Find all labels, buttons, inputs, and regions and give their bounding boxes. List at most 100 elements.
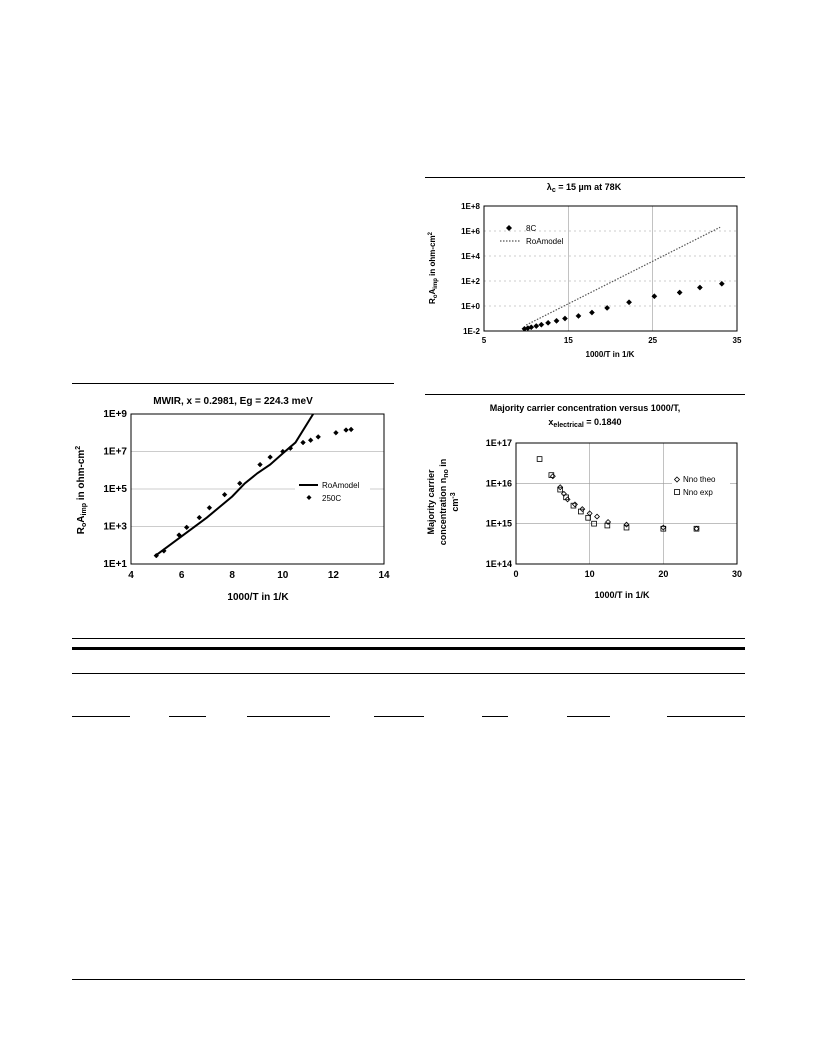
data-point-250c [267, 454, 273, 460]
data-point-250c [161, 548, 167, 554]
series-line-roamodel [525, 226, 721, 326]
data-point-250c [176, 532, 182, 538]
data-point-250c [287, 445, 294, 451]
data-point-nno-exp [548, 472, 555, 478]
data-point-250c [257, 461, 263, 468]
footer-rule [72, 979, 745, 980]
data-point-8c [696, 284, 703, 291]
data-point-nno-exp [557, 486, 563, 493]
data-point-nno-exp [591, 520, 597, 527]
x-tick-label: 30 [732, 569, 742, 579]
y-tick-label: 1E+14 [486, 559, 512, 569]
chart3-gridlines [516, 443, 737, 564]
y-tick-label: 1E+1 [103, 559, 127, 570]
x-tick-label: 20 [658, 569, 668, 579]
x-tick-label: 10 [277, 570, 289, 581]
data-point-nno-exp [536, 456, 543, 462]
table-column-rule [667, 716, 745, 717]
table-column-rule [169, 716, 206, 717]
legend-marker-nno-theo [673, 476, 681, 483]
data-point-nno-theo [579, 506, 586, 513]
chart3-ylabel: Majority carrier concentration nno in cm… [426, 459, 460, 546]
legend-marker-nno-exp [674, 489, 680, 495]
data-point-8c [626, 299, 633, 306]
data-point-250c [196, 514, 203, 521]
x-tick-label: 12 [328, 570, 340, 581]
data-point-nno-theo [660, 524, 667, 531]
chart2-ylabel: RoAimp in ohm-cm2 [75, 446, 88, 535]
data-point-8c [528, 324, 535, 331]
table-rule-thin [72, 638, 745, 639]
chart1-gridlines [484, 206, 737, 331]
legend-label-nno-theo: Nno theo [683, 475, 716, 484]
chart3-ylabel-line3: cm-3 [450, 492, 460, 511]
y-tick-label: 1E+8 [461, 202, 480, 211]
data-point-250c [153, 552, 160, 559]
y-tick-label: 1E+17 [486, 438, 512, 448]
y-tick-label: 1E+5 [103, 484, 127, 495]
data-point-8c [718, 280, 725, 287]
data-point-250c [343, 427, 349, 433]
chart3-ylabel-line1: Majority carrier [426, 469, 436, 535]
legend-label-250c: 250C [322, 494, 341, 503]
data-point-250c [315, 434, 321, 440]
y-tick-label: 1E-2 [463, 327, 480, 336]
chart1-legend: 8C RoAmodel [500, 224, 564, 246]
rule-mid-left [72, 383, 394, 384]
legend-label-roamodel: RoAmodel [322, 481, 360, 490]
legend-marker-8c [506, 225, 512, 231]
x-tick-label: 8 [229, 570, 235, 581]
table-column-rule [374, 716, 424, 717]
chart3-title-line2: xelectrical = 0.1840 [548, 417, 621, 429]
legend-label-nno-exp: Nno exp [683, 488, 713, 497]
data-point-250c [307, 437, 314, 443]
data-point-nno-exp [660, 525, 667, 532]
data-point-nno-theo [571, 501, 578, 508]
data-point-250c [333, 429, 339, 436]
data-point-nno-exp [578, 508, 584, 515]
y-tick-label: 1E+0 [461, 302, 480, 311]
data-point-8c [538, 321, 545, 328]
data-point-8c [575, 312, 582, 319]
chart2-title: MWIR, x = 0.2981, Eg = 224.3 meV [153, 396, 313, 407]
y-tick-label: 1E+2 [461, 277, 480, 286]
data-point-250c [221, 491, 228, 498]
x-tick-label: 4 [128, 570, 134, 581]
chart2-legend-box [295, 477, 370, 507]
chart3-ylabel-line2: concentration nno in [438, 459, 450, 546]
data-point-250c [237, 480, 243, 487]
chart1-title: λc = 15 µm at 78K [547, 182, 622, 194]
chart2-plot-area [130, 413, 385, 565]
legend-marker-250c [306, 495, 312, 500]
chart1-ylabel: RoAimp in ohm-cm2 [428, 231, 439, 304]
data-point-8c [604, 304, 611, 311]
data-point-8c [545, 319, 552, 326]
data-point-8c [676, 289, 683, 296]
data-point-nno-theo [623, 521, 630, 528]
table-rule-thick [72, 647, 745, 650]
legend-label-8c: 8C [526, 224, 536, 233]
data-point-250c [300, 439, 306, 446]
data-point-nno-theo [693, 525, 700, 532]
y-tick-label: 1E+15 [486, 519, 512, 529]
table-column-rule [482, 716, 508, 717]
data-point-nno-exp [693, 525, 700, 532]
data-point-8c [533, 323, 540, 329]
rule-mid-right [425, 394, 745, 395]
x-tick-label: 6 [179, 570, 185, 581]
data-point-nno-exp [585, 514, 591, 521]
x-tick-label: 0 [513, 569, 518, 579]
legend-label-roamodel: RoAmodel [526, 237, 564, 246]
data-point-250c [280, 448, 286, 455]
x-tick-label: 10 [585, 569, 595, 579]
table-rule-bottom [72, 673, 745, 674]
data-point-nno-exp [570, 502, 577, 509]
data-point-nno-theo [564, 496, 571, 503]
y-tick-label: 1E+4 [461, 252, 480, 261]
y-tick-label: 1E+3 [103, 522, 127, 533]
chart3-legend: Nno theo Nno exp [672, 472, 730, 502]
y-tick-label: 1E+7 [103, 447, 127, 458]
table-column-rule [567, 716, 610, 717]
